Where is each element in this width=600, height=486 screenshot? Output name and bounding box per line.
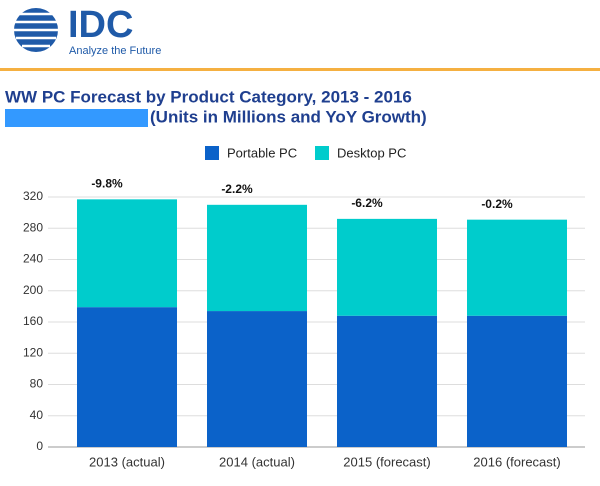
growth-label: -2.2% (221, 182, 253, 196)
y-tick-label: 320 (23, 189, 43, 203)
bar-segment (77, 199, 177, 308)
bar-segment (337, 218, 437, 316)
y-tick-label: 160 (23, 314, 43, 328)
y-tick-label: 0 (36, 439, 43, 453)
bar-segment (337, 315, 437, 447)
chart-title: WW PC Forecast by Product Category, 2013… (5, 87, 412, 106)
growth-label: -6.2% (351, 196, 383, 210)
tagline: Analyze the Future (69, 45, 161, 57)
y-tick-label: 280 (23, 220, 43, 234)
growth-label: -0.2% (481, 197, 513, 211)
growth-label: -9.8% (91, 177, 123, 191)
bar-segment (207, 204, 307, 312)
y-tick-label: 200 (23, 283, 43, 297)
logo-text: IDC (68, 4, 133, 46)
legend-swatch (315, 146, 329, 160)
header-rule (0, 68, 600, 71)
y-tick-label: 240 (23, 252, 43, 266)
y-tick-label: 120 (23, 345, 43, 359)
legend-label: Portable PC (227, 145, 297, 160)
bar-segment (467, 219, 567, 316)
bar-segment (77, 307, 177, 447)
legend-label: Desktop PC (337, 145, 406, 160)
bar-segment (467, 315, 567, 447)
y-tick-label: 40 (30, 408, 44, 422)
logo: IDC Analyze the Future (14, 4, 161, 57)
x-tick-label: 2016 (forecast) (473, 454, 560, 469)
x-tick-label: 2013 (actual) (89, 454, 165, 469)
x-tick-label: 2015 (forecast) (343, 454, 430, 469)
y-tick-label: 80 (30, 377, 44, 391)
bar-segment (207, 311, 307, 447)
chart-subtitle: (Units in Millions and YoY Growth) (150, 107, 427, 126)
globe-stripes (14, 12, 58, 48)
legend-swatch (205, 146, 219, 160)
x-tick-label: 2014 (actual) (219, 454, 295, 469)
redaction (5, 109, 148, 127)
